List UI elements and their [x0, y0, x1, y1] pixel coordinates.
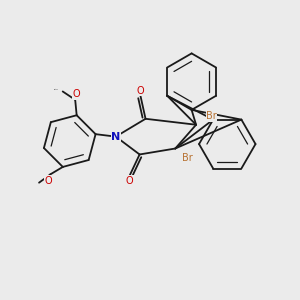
Text: O: O [73, 89, 80, 99]
Text: O: O [126, 176, 134, 186]
Text: Br: Br [182, 153, 193, 163]
Text: O: O [44, 176, 52, 186]
Text: methyl: methyl [54, 88, 58, 90]
Text: Br: Br [206, 111, 217, 122]
Text: N: N [111, 132, 120, 142]
Text: O: O [137, 85, 144, 96]
